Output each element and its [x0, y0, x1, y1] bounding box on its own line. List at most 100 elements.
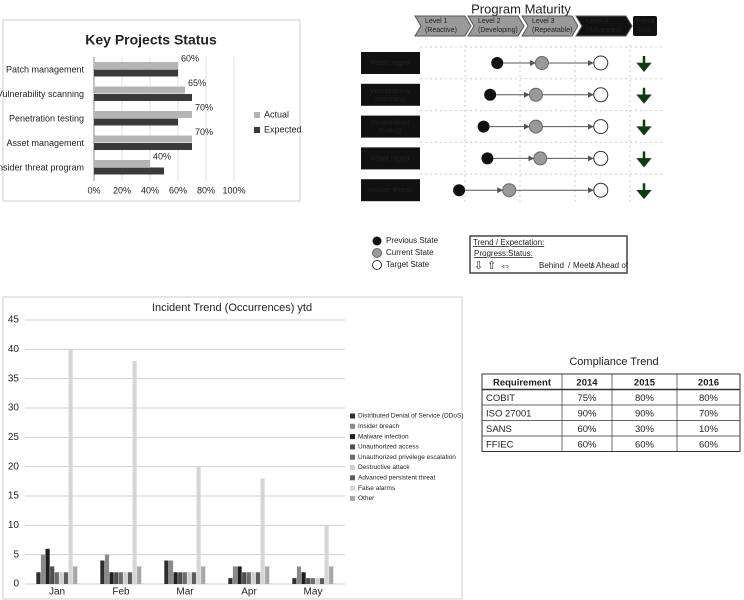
y-tick-label: 30 [8, 403, 20, 414]
table-cell: 30% [635, 424, 655, 435]
legend-label: Distributed Denial of Service (DDoS) [358, 413, 463, 420]
table-cell: 60% [577, 424, 597, 435]
row-label: Vulnerability [370, 86, 411, 95]
chart-title: Key Projects Status [85, 32, 217, 48]
table-header: 2015 [634, 377, 656, 388]
legend-swatch [350, 413, 355, 419]
bar [63, 572, 69, 584]
row-label-box [361, 83, 420, 106]
row-label-box [361, 147, 420, 170]
y-tick-label: 5 [13, 549, 19, 560]
category-label: Penetration testing [9, 113, 84, 123]
table-header: Requirement [493, 377, 552, 388]
bar [118, 572, 123, 584]
legend-label: Current State [386, 248, 434, 257]
legend-swatch [254, 112, 260, 118]
value-label: 60% [181, 53, 199, 63]
legend-swatch [350, 485, 355, 491]
incident-frame [2, 296, 463, 600]
chart-title: Incident Trend (Occurrences) ytd [152, 302, 312, 314]
bar [50, 566, 55, 584]
legend-swatch [350, 475, 355, 481]
y-tick-label: 25 [8, 432, 20, 443]
trend-box [469, 235, 628, 274]
bar [182, 572, 187, 584]
bar [59, 572, 64, 584]
bar [173, 572, 178, 584]
level-name: Level 2 [478, 18, 501, 25]
trend-arrow [636, 183, 652, 200]
bar [187, 572, 192, 584]
bar [319, 578, 325, 584]
bar [265, 566, 270, 584]
bar [329, 566, 334, 584]
legend-label: Other [358, 495, 375, 502]
level-chevron [467, 15, 525, 37]
y-tick-label: 15 [8, 491, 20, 502]
status-separator: / [591, 261, 594, 270]
y-tick-label: 35 [8, 373, 20, 384]
level-name: Level 4 [586, 18, 609, 25]
y-tick-label: 40 [8, 344, 20, 355]
y-tick-label: 10 [8, 520, 20, 531]
table-cell: 60% [635, 439, 655, 450]
x-tick-label: Mar [176, 587, 194, 598]
target-state [593, 182, 609, 198]
category-label: Asset management [6, 138, 84, 148]
row-label-box [361, 52, 420, 74]
previous-state [453, 184, 466, 197]
level-stage: (Reactive) [425, 27, 457, 34]
x-tick-label: 60% [169, 185, 187, 195]
bar [54, 572, 59, 584]
previous-state [484, 88, 497, 101]
level-name: Level 1 [425, 18, 448, 25]
bar [315, 578, 320, 584]
bar [109, 572, 114, 584]
table-cell: 90% [577, 408, 597, 419]
legend-swatch [350, 495, 355, 501]
bar [237, 566, 242, 584]
trend-arrow [636, 56, 652, 72]
trend-header: Exp. [638, 27, 652, 34]
bar [73, 566, 78, 584]
trend-arrow [636, 87, 652, 104]
legend-swatch [350, 423, 355, 429]
bar [137, 566, 142, 584]
current-state [533, 151, 548, 166]
legend-label: Expected [264, 124, 302, 134]
current-state [534, 56, 549, 70]
legend-label: Destructive attack [358, 464, 410, 471]
trend-box-title: Trend / Expectation: [473, 238, 544, 247]
category-label: Patch management [6, 64, 85, 74]
status-separator: / [568, 261, 571, 270]
previous-state [481, 152, 494, 165]
row-label: Insider threat [368, 185, 413, 194]
legend-swatch [350, 444, 355, 450]
bar [310, 578, 315, 584]
bar [228, 578, 233, 584]
status-label: Meets [573, 261, 595, 270]
bar [306, 578, 311, 584]
bar [251, 572, 256, 584]
status-label: Behind [539, 261, 564, 270]
bar [94, 118, 178, 126]
current-state [528, 87, 543, 102]
table-cell: COBIT [486, 393, 515, 404]
legend-swatch [254, 127, 260, 133]
table-header: 2016 [698, 377, 719, 388]
x-tick-label: 40% [141, 185, 159, 195]
row-label: testing [379, 126, 401, 135]
bar [255, 572, 261, 584]
legend-marker [372, 248, 382, 258]
bar [260, 478, 265, 584]
row-label: Asset mgmt [370, 153, 411, 162]
bar [94, 86, 185, 94]
legend-marker [372, 260, 382, 270]
bar [94, 62, 178, 69]
row-label: Penetration [371, 118, 409, 127]
x-tick-label: 20% [113, 185, 131, 195]
previous-state [477, 120, 490, 133]
x-tick-label: 80% [197, 185, 215, 195]
